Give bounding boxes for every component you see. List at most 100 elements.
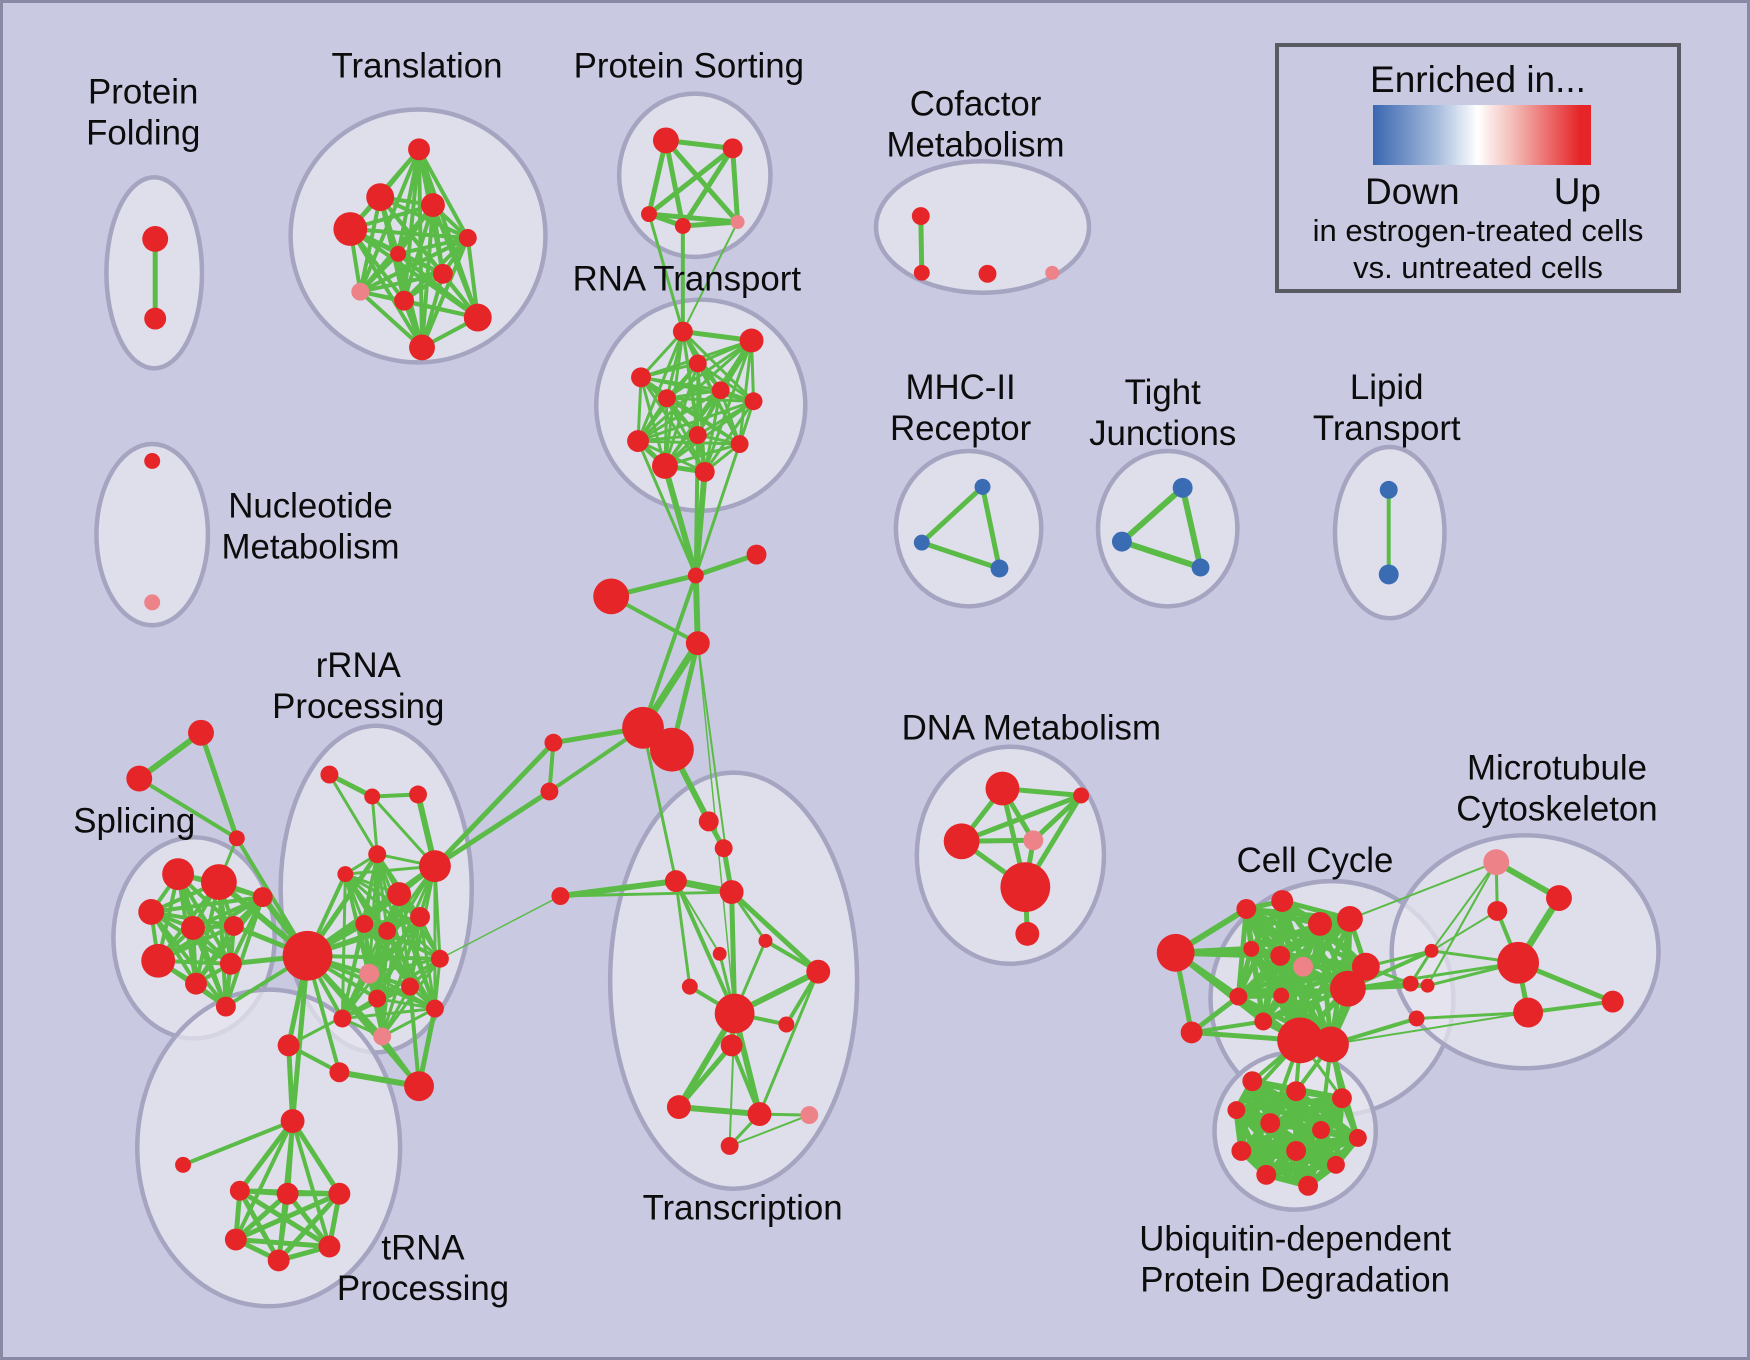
gene-set-node-tx13 — [747, 1102, 772, 1127]
gene-set-node-m7 — [1424, 943, 1439, 958]
edge-j1-j2 — [694, 552, 758, 578]
gene-set-node-q6 — [267, 1249, 290, 1272]
gene-set-node-t8 — [351, 282, 370, 301]
gene-set-node-cc5 — [1308, 911, 1332, 936]
edge-q2-q4 — [234, 1191, 290, 1242]
cluster-label-protein-sorting-line1: Protein Sorting — [574, 47, 804, 86]
gene-set-node-tx1 — [698, 811, 719, 832]
edge-rt2-rt9 — [637, 339, 753, 443]
edge-t4-t10 — [431, 204, 480, 319]
gene-set-node-mh2 — [913, 534, 930, 551]
edge-r10-r17 — [380, 930, 389, 1037]
cluster-label-tight-junctions-line1: Tight — [1125, 373, 1201, 412]
gene-set-node-s9 — [252, 887, 273, 907]
edge-r1-r4 — [328, 773, 379, 855]
edge-rt7-rt11 — [664, 400, 755, 468]
gene-set-node-r2 — [364, 788, 381, 805]
gene-set-node-s5 — [223, 915, 244, 936]
gene-set-node-r14 — [368, 989, 387, 1008]
edge-rt1-rt3 — [639, 330, 684, 379]
gene-set-node-ps5 — [730, 215, 745, 229]
gene-set-node-r3 — [409, 785, 427, 804]
gene-set-node-tx9 — [714, 993, 755, 1034]
edge-t3-t11 — [348, 227, 424, 349]
edge-L3-r11 — [439, 895, 561, 960]
gene-set-node-r1 — [320, 765, 339, 784]
edge-t1-t9 — [402, 149, 422, 301]
edge-r14-x1 — [287, 997, 378, 1047]
edge-ps2-ps4 — [680, 147, 735, 228]
edge-tj1-tj3 — [1179, 487, 1204, 569]
edge-L3-tx3 — [560, 878, 677, 900]
gene-set-node-t10 — [463, 303, 492, 332]
gene-set-node-t7 — [432, 263, 453, 284]
gene-set-node-t2 — [366, 183, 395, 212]
gene-set-node-r9 — [355, 914, 374, 933]
gene-set-node-rt7 — [744, 392, 763, 411]
gene-set-node-mh3 — [990, 559, 1009, 578]
gene-set-node-t11 — [409, 334, 435, 361]
edge-tx7-tx13 — [758, 971, 820, 1115]
edge-mt1-m8 — [1426, 861, 1498, 987]
gene-set-node-lt2 — [1378, 564, 1399, 585]
gene-set-node-d2 — [1073, 787, 1090, 804]
cluster-label-ubiquitin-degradation-line2: Protein Degradation — [1140, 1260, 1450, 1299]
edge-m9-mt5 — [1416, 1011, 1529, 1020]
gene-set-node-lt1 — [1379, 480, 1398, 499]
cluster-label-nucleotide-metabolism-line2: Metabolism — [221, 528, 399, 567]
gene-set-node-r4 — [368, 845, 387, 864]
edge-q1-q6 — [237, 1189, 281, 1262]
edge-r10-r15 — [385, 930, 437, 1010]
edge-mh2-mh3 — [921, 540, 1001, 571]
gene-set-node-u5 — [1260, 1113, 1281, 1133]
gene-set-node-cc8 — [1270, 945, 1291, 966]
gene-set-node-s2 — [200, 864, 237, 901]
gene-set-node-j4 — [685, 631, 710, 656]
gene-set-node-d5 — [1000, 862, 1051, 912]
gene-set-node-tx2 — [714, 839, 733, 858]
gene-set-node-j3 — [593, 578, 630, 615]
gene-set-node-r12 — [359, 963, 380, 984]
cluster-label-protein-folding-line2: Folding — [86, 113, 200, 152]
gene-set-node-r6 — [337, 866, 354, 883]
gene-set-node-tx5 — [758, 933, 773, 948]
edge-j4-tx9 — [697, 643, 736, 1014]
gene-set-node-u6 — [1312, 1121, 1330, 1139]
gene-set-node-mt1 — [1483, 849, 1510, 876]
edge-tx12-tx13 — [678, 1104, 760, 1118]
gene-set-node-x1 — [277, 1034, 300, 1057]
gene-set-node-c1 — [280, 1109, 305, 1133]
edge-cc6-mt1 — [1349, 861, 1497, 920]
gene-set-node-g3 — [228, 830, 245, 847]
gene-set-node-r7 — [387, 882, 412, 906]
gene-set-node-tj2 — [1111, 531, 1132, 552]
gene-set-node-r13 — [401, 977, 420, 996]
gene-set-node-t6 — [390, 245, 407, 262]
cluster-label-mhc-ii-receptor-line2: Receptor — [890, 409, 1032, 448]
gene-set-node-cc4 — [1271, 890, 1294, 912]
gene-set-node-s6 — [141, 943, 176, 978]
gene-set-node-t4 — [421, 193, 445, 218]
edge-g1-g3 — [198, 731, 240, 840]
edge-rt10-j1 — [694, 443, 742, 576]
edge-t7-t8 — [359, 271, 444, 294]
edge-rt8-j1 — [693, 435, 700, 576]
edge-c1-q4 — [234, 1120, 295, 1241]
gene-set-node-tx11 — [720, 1034, 743, 1057]
edge-rt6-rt7 — [666, 396, 754, 403]
legend-subtitle-line1: in estrogen-treated cells — [1312, 213, 1644, 248]
edge-g2-g3 — [138, 776, 238, 840]
gene-set-node-r15 — [425, 999, 444, 1018]
edge-mh1-mh3 — [980, 486, 1002, 569]
cluster-ellipse-dna-metabolism — [914, 744, 1107, 966]
gene-set-node-hub — [282, 930, 333, 981]
gene-set-node-cc1 — [1156, 933, 1195, 972]
gene-set-node-cc2 — [1180, 1021, 1203, 1044]
edge-tx4-tx9 — [729, 891, 738, 1014]
gene-set-node-L1 — [544, 733, 563, 752]
gene-set-node-cc14 — [1273, 987, 1290, 1004]
gene-set-node-mt3 — [1487, 901, 1508, 921]
gene-set-node-cc13 — [1254, 1012, 1273, 1031]
legend-box: Enriched in... Down Up in estrogen-treat… — [1275, 43, 1681, 293]
gene-set-node-tx10 — [778, 1016, 795, 1033]
